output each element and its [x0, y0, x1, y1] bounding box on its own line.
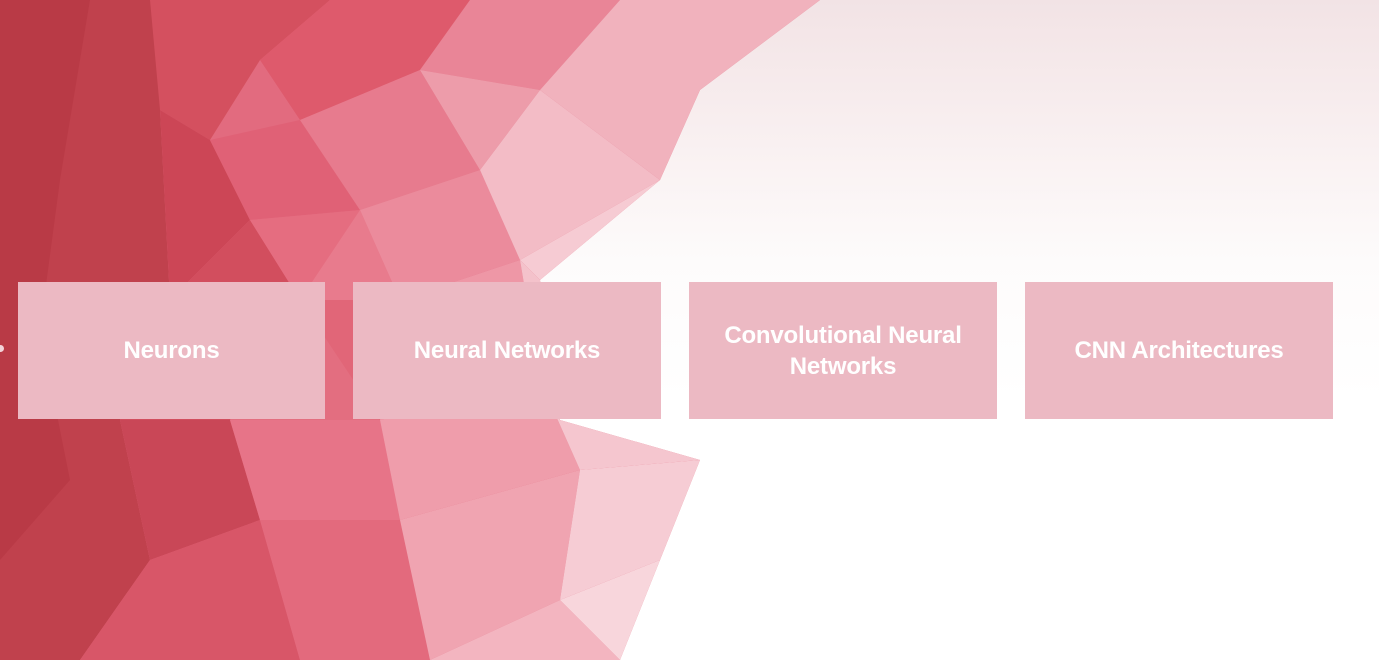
edge-marker	[0, 345, 4, 352]
tile-cnn-architectures[interactable]: CNN Architectures	[1025, 282, 1333, 419]
tile-neurons[interactable]: Neurons	[18, 282, 325, 419]
tile-convolutional-neural-networks[interactable]: Convolutional Neural Networks	[689, 282, 997, 419]
tile-label: CNN Architectures	[1074, 337, 1284, 364]
tile-label: Convolutional Neural Networks	[724, 321, 962, 380]
tile-label: Neural Networks	[413, 337, 601, 364]
tile-neural-networks[interactable]: Neural Networks	[353, 282, 661, 419]
tile-label: Neurons	[123, 337, 220, 364]
